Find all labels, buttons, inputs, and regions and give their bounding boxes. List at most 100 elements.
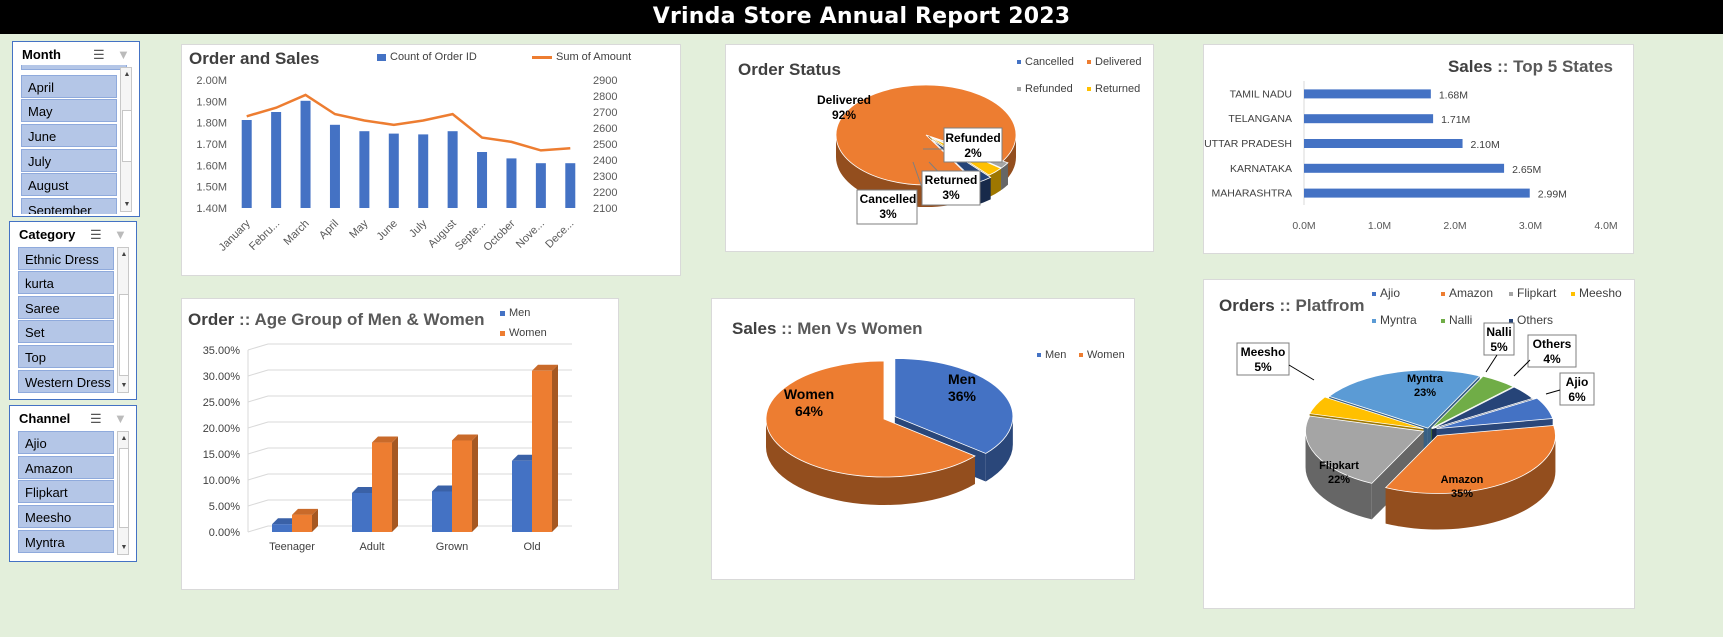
chart-title: Order Status xyxy=(738,60,841,79)
leader-line xyxy=(1485,354,1498,373)
channel-slicer[interactable]: Channel ☰ ▼ Ajio Amazon Flipkart Meesho … xyxy=(9,405,137,562)
y-tick-label: 35.00% xyxy=(203,345,241,357)
y-tick-label: 1.90M xyxy=(196,96,227,108)
bar-top xyxy=(292,508,318,515)
data-label: 22% xyxy=(1328,474,1350,486)
leader-line xyxy=(1545,389,1561,395)
slice-side xyxy=(989,168,1001,198)
multi-select-icon[interactable]: ☰ xyxy=(90,227,102,242)
top-states-plot: TAMIL NADU 1.68M TELANGANA 1.71M UTTAR PRADE… xyxy=(1204,81,1618,232)
data-label: Others xyxy=(1533,337,1572,351)
gridline xyxy=(247,447,572,455)
legend-item: Cancelled xyxy=(1017,56,1074,68)
legend-item: Men xyxy=(1037,349,1066,361)
slicer-item[interactable]: Saree xyxy=(18,296,114,319)
multi-select-icon[interactable]: ☰ xyxy=(90,411,102,426)
bar-top xyxy=(532,364,558,371)
slicer-item[interactable]: Western Dress xyxy=(18,370,114,393)
pie-slice xyxy=(1436,397,1554,430)
clear-filter-icon[interactable]: ▼ xyxy=(114,411,127,426)
pie-slice xyxy=(1431,386,1534,430)
report-title: Vrinda Store Annual Report 2023 xyxy=(0,0,1723,34)
slicer-item[interactable]: May xyxy=(21,99,117,122)
scroll-up-icon[interactable]: ▲ xyxy=(123,71,131,78)
data-label: 64% xyxy=(795,403,824,419)
pie-slice xyxy=(1328,369,1481,429)
slicer-item[interactable]: July xyxy=(21,149,117,172)
scroll-thumb[interactable] xyxy=(119,294,129,376)
data-label: Meesho xyxy=(1241,345,1286,359)
x-tick-label: Febru... xyxy=(247,218,282,253)
top-states-chart[interactable]: Sales :: Top 5 States TAMIL NADU 1.68M TEL… xyxy=(1203,44,1634,254)
clear-filter-icon[interactable]: ▼ xyxy=(117,47,130,62)
slicer-item[interactable]: Meesho xyxy=(18,505,114,528)
x-tick-label: Dece... xyxy=(543,218,576,251)
order-sales-chart[interactable]: Order and Sales Count of Order ID Sum of… xyxy=(181,44,681,276)
data-label: 92% xyxy=(832,108,856,122)
y-tick-label: TAMIL NADU xyxy=(1230,88,1292,100)
data-label-box xyxy=(1559,372,1595,406)
gridline xyxy=(247,343,572,351)
scroll-up-icon[interactable]: ▲ xyxy=(120,435,128,442)
slicer-item[interactable]: Set xyxy=(18,320,114,343)
y-tick-label: 1.60M xyxy=(196,160,227,172)
x-tick-label: May xyxy=(347,217,371,241)
month-slicer-header: Month xyxy=(22,47,61,62)
order-sales-plot: 2.00M 1.90M 1.80M 1.70M 1.60M 1.50M 1.40M 2900 2… xyxy=(196,75,617,254)
slicer-item[interactable]: June xyxy=(21,124,117,147)
data-label: 23% xyxy=(1414,387,1436,399)
month-slicer[interactable]: Month ☰ ▼ April May June July August Sep… xyxy=(12,41,140,217)
slicer-item[interactable]: Myntra xyxy=(18,530,114,553)
x-tick-label: March xyxy=(282,218,312,248)
bar xyxy=(372,442,392,532)
slicer-item[interactable]: Amazon xyxy=(18,456,114,479)
scroll-thumb[interactable] xyxy=(122,110,132,162)
gridline xyxy=(247,369,572,377)
bar xyxy=(418,134,429,208)
bar xyxy=(532,370,552,532)
slicer-scrollbar[interactable]: ▲ ▼ xyxy=(120,67,132,212)
slicer-item[interactable]: Top xyxy=(18,345,114,368)
data-label: Flipkart xyxy=(1319,460,1359,472)
gridline xyxy=(247,421,572,429)
data-label: 2% xyxy=(964,146,982,160)
scroll-up-icon[interactable]: ▲ xyxy=(120,251,128,258)
multi-select-icon[interactable]: ☰ xyxy=(93,47,105,62)
age-group-plot: 35.00% 30.00% 25.00% 20.00% 15.00% 10.00% 5.00… xyxy=(203,343,572,553)
y-tick-label: 2700 xyxy=(593,107,617,119)
legend-item: Meesho xyxy=(1571,286,1622,300)
bar xyxy=(359,131,370,208)
y-tick-label: 0.00% xyxy=(209,527,240,539)
platform-chart[interactable]: Orders :: Platfrom Ajio Amazon Flipkart … xyxy=(1203,279,1635,609)
bar xyxy=(388,133,399,208)
pie-slice xyxy=(1305,415,1425,484)
scroll-thumb[interactable] xyxy=(119,448,129,528)
slicer-scrollbar[interactable]: ▲ ▼ xyxy=(117,431,129,555)
slicer-item[interactable]: September xyxy=(21,198,117,214)
y-tick-label: 2600 xyxy=(593,123,617,135)
age-group-chart[interactable]: Order :: Age Group of Men & Women Men Wo… xyxy=(181,298,619,590)
line-series xyxy=(246,93,571,152)
bar xyxy=(300,100,311,208)
men-women-chart[interactable]: Sales :: Men Vs Women Men Women Men 36% Wo… xyxy=(711,298,1135,580)
slicer-item[interactable]: August xyxy=(21,173,117,196)
order-status-chart[interactable]: Order Status Cancelled Delivered Refunde… xyxy=(725,44,1154,252)
bar xyxy=(1304,89,1431,99)
slicer-scrollbar[interactable]: ▲ ▼ xyxy=(117,247,129,393)
data-label: Refunded xyxy=(945,131,1000,145)
slicer-item[interactable]: kurta xyxy=(18,271,114,294)
scroll-down-icon[interactable]: ▼ xyxy=(120,382,128,389)
y-tick-label: 2100 xyxy=(593,203,617,215)
data-label-box xyxy=(943,127,1003,163)
bar-top xyxy=(512,454,538,461)
bar-top xyxy=(272,518,298,525)
slicer-item[interactable]: Ajio xyxy=(18,431,114,454)
scroll-down-icon[interactable]: ▼ xyxy=(123,201,131,208)
clear-filter-icon[interactable]: ▼ xyxy=(114,227,127,242)
slicer-item[interactable]: April xyxy=(21,75,117,98)
data-label: 6% xyxy=(1568,390,1586,404)
slicer-item[interactable]: Ethnic Dress xyxy=(18,247,114,270)
category-slicer[interactable]: Category ☰ ▼ Ethnic Dress kurta Saree Se… xyxy=(9,221,137,400)
scroll-down-icon[interactable]: ▼ xyxy=(120,544,128,551)
slicer-item[interactable]: Flipkart xyxy=(18,480,114,503)
